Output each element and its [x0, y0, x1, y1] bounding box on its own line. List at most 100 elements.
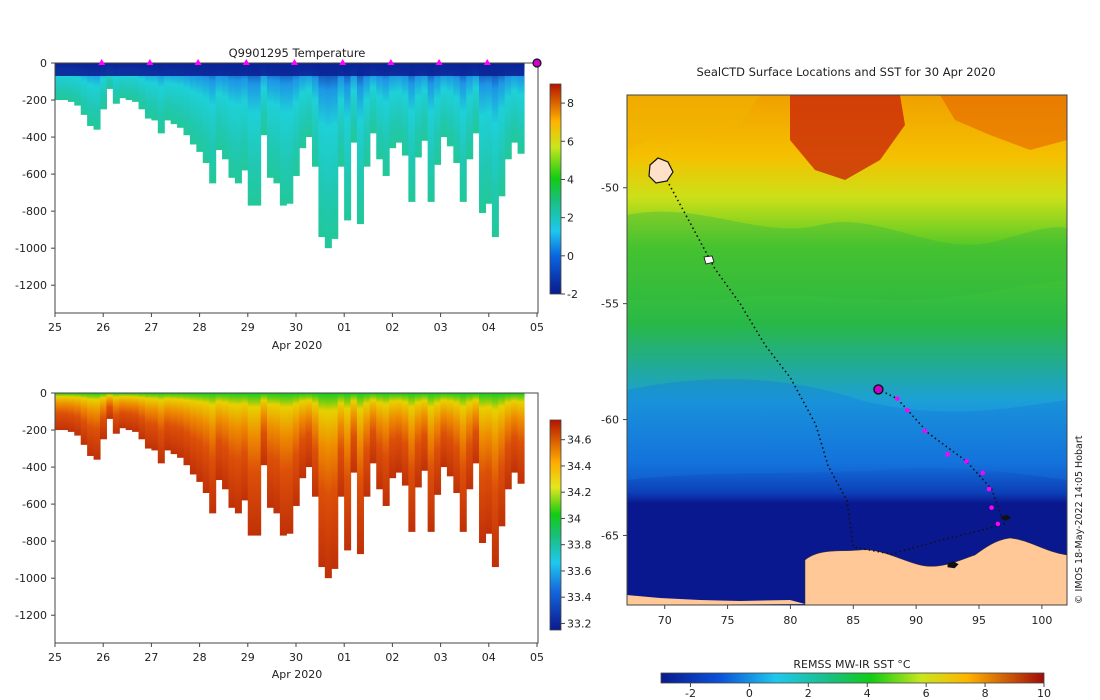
colorbar-tick-label: 33.8 — [567, 539, 592, 552]
profile-column — [459, 393, 467, 532]
x-tick-label: 01 — [337, 321, 351, 334]
map-x-tick-label: 90 — [909, 614, 923, 627]
profile-column — [472, 63, 480, 134]
profile-column — [215, 393, 223, 481]
profile-column — [170, 393, 178, 455]
x-tick-label: 26 — [96, 651, 110, 664]
x-tick-label: 30 — [289, 321, 303, 334]
temperature-colorbar-ticks: -2 0 2 4 6 8 — [561, 97, 578, 301]
profile-column — [99, 393, 107, 440]
profile-column — [209, 63, 217, 184]
profile-column — [157, 63, 165, 134]
x-tick-label: 30 — [289, 651, 303, 664]
x-tick-label: 04 — [482, 651, 496, 664]
profile-column — [446, 63, 454, 147]
profile-column — [202, 393, 210, 493]
profile-column — [93, 393, 101, 460]
profile-column — [491, 63, 499, 238]
profile-column — [466, 63, 474, 160]
profile-column — [254, 63, 262, 206]
profile-column — [331, 393, 339, 569]
x-tick-label: 29 — [241, 651, 255, 664]
salinity-xlabel: Apr 2020 — [272, 668, 323, 681]
profile-column — [189, 393, 197, 475]
colorbar-tick-label: 8 — [567, 97, 574, 110]
profile-column — [164, 393, 172, 451]
profile-column — [55, 393, 63, 431]
profile-column — [414, 63, 422, 158]
profile-column — [247, 63, 255, 206]
map-y-axis: -50 -55 -60 -65 — [601, 182, 627, 542]
sst-colorbar-tick-label: 0 — [746, 687, 753, 700]
profile-column — [247, 393, 255, 536]
profile-column — [209, 393, 217, 514]
salinity-panel: 0 -200 -400 -600 -800 -1000 -1200 25 26 27 28 29 30… — [15, 387, 591, 681]
map-y-tick-label: -60 — [601, 414, 619, 427]
profile-column — [87, 63, 95, 126]
temperature-colorbar — [549, 83, 562, 295]
y-tick-label: -600 — [22, 498, 47, 511]
sst-colorbar-tick-label: 10 — [1037, 687, 1051, 700]
profile-column — [292, 63, 300, 176]
temperature-surface-markers — [98, 59, 491, 65]
salinity-colorbar-ticks: 33.2 33.4 33.6 33.8 34 34.2 34.4 34.6 — [561, 434, 592, 630]
profile-column — [324, 63, 332, 249]
x-tick-label: 27 — [144, 321, 158, 334]
x-tick-label: 27 — [144, 651, 158, 664]
profile-column — [356, 393, 364, 555]
recent-position-dot — [964, 458, 969, 464]
y-tick-label: -1200 — [15, 609, 47, 622]
profile-column — [466, 393, 474, 490]
profile-column — [440, 63, 448, 138]
profile-column — [67, 63, 75, 102]
profile-column — [189, 63, 197, 145]
salinity-y-axis: 0 -200 -400 -600 -800 -1000 -1200 — [15, 387, 55, 622]
recent-position-dot — [989, 505, 994, 510]
profile-column — [401, 393, 409, 486]
profile-column — [376, 393, 384, 490]
profile-column — [299, 393, 307, 479]
profile-column — [164, 63, 172, 121]
profile-column — [511, 63, 519, 143]
profile-column — [61, 63, 69, 101]
colorbar-tick-label: 6 — [567, 135, 574, 148]
profile-column — [260, 393, 268, 466]
profile-column — [363, 393, 371, 497]
y-tick-label: -1000 — [15, 242, 47, 255]
surface-marker — [387, 59, 395, 65]
x-tick-label: 05 — [530, 321, 544, 334]
x-tick-label: 01 — [337, 651, 351, 664]
profile-column — [196, 63, 204, 152]
y-tick-label: -600 — [22, 168, 47, 181]
surface-marker — [291, 59, 298, 65]
profile-column — [421, 393, 429, 471]
salinity-profiles — [55, 393, 525, 579]
surface-marker — [146, 59, 154, 65]
profile-column — [286, 393, 294, 534]
track-cluster — [947, 514, 1012, 569]
sst-map-panel: SealCTD Surface Locations and SST for 30… — [601, 65, 1085, 700]
recent-position-dot — [922, 428, 928, 434]
profile-column — [279, 393, 287, 536]
profile-column — [138, 393, 146, 440]
profile-column — [389, 63, 397, 149]
surface-marker — [435, 59, 443, 65]
map-x-tick-label: 95 — [972, 614, 986, 627]
profile-column — [382, 393, 390, 506]
profile-column — [144, 393, 152, 449]
y-tick-label: -800 — [22, 535, 47, 548]
profile-column — [61, 393, 69, 431]
profile-column — [144, 63, 152, 119]
profile-column — [177, 63, 185, 128]
recent-position-dot — [980, 470, 986, 476]
colorbar-tick-label: 34.6 — [567, 434, 592, 447]
profile-column — [305, 63, 313, 138]
recent-positions — [894, 396, 1001, 527]
seal-track — [663, 175, 1012, 569]
map-y-tick-label: -50 — [601, 182, 619, 195]
recent-position-dot — [894, 396, 900, 401]
profile-column — [292, 393, 300, 506]
profile-column — [369, 393, 377, 464]
profile-column — [183, 393, 191, 466]
profile-column — [421, 63, 429, 141]
